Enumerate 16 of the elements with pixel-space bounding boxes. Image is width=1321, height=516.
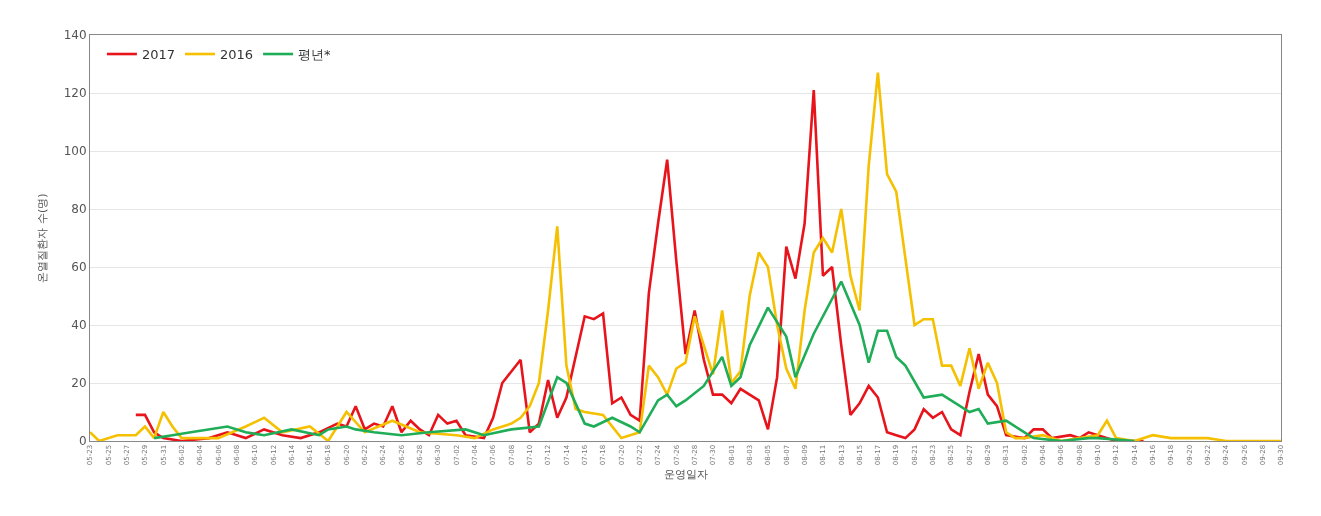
y-tick-label: 140 xyxy=(63,28,87,43)
y-axis-title: 온열질환자 수(명) xyxy=(36,193,50,283)
x-axis-title: 운영일자 xyxy=(663,468,708,482)
y-tick-label: 0 xyxy=(78,434,87,449)
y-tick-label: 120 xyxy=(63,86,87,101)
y-tick-label: 20 xyxy=(71,376,87,391)
line-series xyxy=(152,280,1136,441)
legend-label: 2017 xyxy=(141,47,175,63)
line-series xyxy=(134,88,1145,441)
legend-label: 2016 xyxy=(220,47,254,63)
y-tick-label: 100 xyxy=(63,144,87,159)
y-tick-label: 60 xyxy=(71,260,87,275)
y-tick-label: 80 xyxy=(71,202,87,217)
legend-label: 평년* xyxy=(298,47,332,63)
line-series xyxy=(90,71,1281,441)
y-tick-label: 40 xyxy=(71,318,87,333)
